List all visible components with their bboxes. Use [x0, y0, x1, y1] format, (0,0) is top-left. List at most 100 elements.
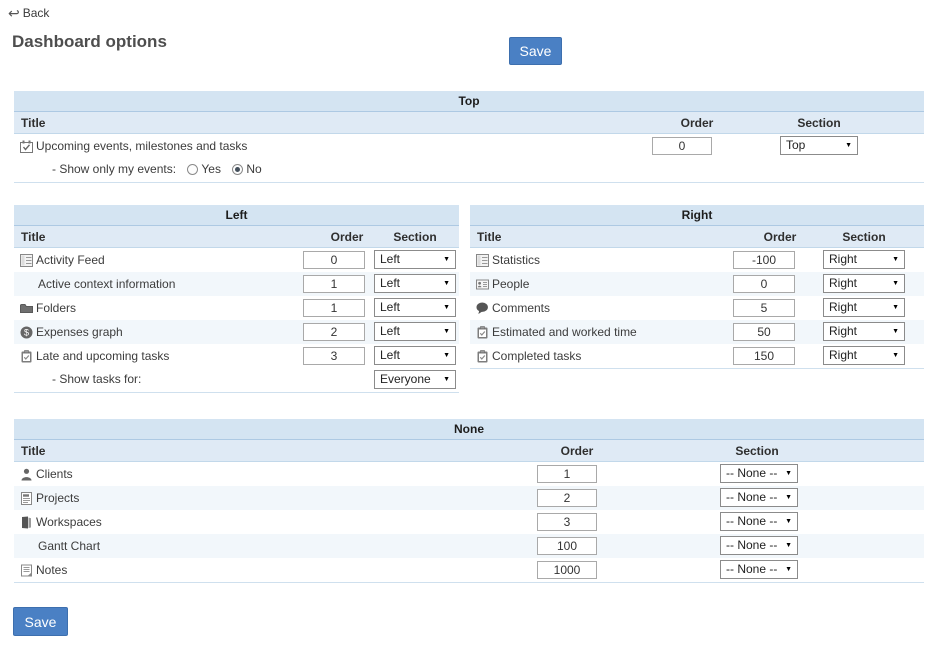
order-input[interactable]	[733, 251, 795, 269]
table-left: Left Title Order Section Activity Feed L…	[14, 205, 459, 393]
section-select[interactable]: Right ▼	[823, 346, 905, 365]
clipboard-check-icon	[477, 349, 488, 362]
order-input[interactable]	[303, 323, 365, 341]
section-select-value: Top	[786, 138, 806, 152]
column-title: Title	[477, 230, 502, 244]
section-select[interactable]: Left ▼	[374, 274, 456, 293]
chevron-down-icon: ▼	[443, 280, 450, 287]
show-tasks-for-value: Everyone	[380, 372, 431, 386]
widget-title: Projects	[36, 490, 80, 505]
widget-title: People	[492, 276, 530, 291]
section-select[interactable]: Left ▼	[374, 346, 456, 365]
radio-no[interactable]	[232, 164, 244, 175]
widget-title: Expenses graph	[36, 324, 123, 339]
section-select-value: Left	[380, 252, 401, 266]
section-select[interactable]: -- None -- ▼	[720, 488, 798, 507]
order-input[interactable]	[303, 251, 365, 269]
table-none: None Title Order Section Clients -- None…	[14, 419, 924, 583]
section-select[interactable]: Top ▼	[780, 136, 858, 155]
section-select-value: Right	[829, 348, 858, 362]
order-input[interactable]	[537, 465, 597, 483]
show-tasks-for-select[interactable]: Everyone ▼	[374, 370, 456, 389]
column-section: Section	[797, 116, 841, 130]
chevron-down-icon: ▼	[785, 470, 792, 477]
chevron-down-icon: ▼	[785, 494, 792, 501]
order-input[interactable]	[733, 347, 795, 365]
section-select[interactable]: -- None -- ▼	[720, 536, 798, 555]
table-row: Workspaces -- None -- ▼	[14, 510, 924, 534]
table-row: Comments Right ▼	[470, 296, 924, 320]
column-section: Section	[842, 230, 886, 244]
table-top-header: Top	[14, 91, 924, 112]
section-select[interactable]: -- None -- ▼	[720, 512, 798, 531]
widget-title: Late and upcoming tasks	[36, 348, 170, 363]
table-top: Top Title Order Section Upcoming events,…	[14, 91, 924, 183]
widget-title: Estimated and worked time	[492, 324, 637, 339]
table-right-header: Right	[470, 205, 924, 226]
widget-title: Notes	[36, 562, 68, 577]
column-title: Title	[21, 116, 46, 130]
section-select[interactable]: -- None -- ▼	[720, 560, 798, 579]
save-button-top[interactable]: Save	[509, 37, 562, 65]
order-input[interactable]	[537, 537, 597, 555]
chevron-down-icon: ▼	[892, 280, 899, 287]
table-left-column-header: Title Order Section	[14, 226, 459, 248]
dollar-icon: $	[20, 326, 33, 338]
section-select[interactable]: Right ▼	[823, 250, 905, 269]
column-section: Section	[393, 230, 437, 244]
section-select[interactable]: Left ▼	[374, 250, 456, 269]
order-input[interactable]	[537, 561, 597, 579]
chevron-down-icon: ▼	[785, 542, 792, 549]
section-select[interactable]: -- None -- ▼	[720, 464, 798, 483]
order-input[interactable]	[652, 137, 712, 155]
order-input[interactable]	[303, 299, 365, 317]
section-select[interactable]: Right ▼	[823, 274, 905, 293]
column-section: Section	[735, 444, 779, 458]
table-row: $ Expenses graph Left ▼	[14, 320, 459, 344]
people-card-icon	[476, 279, 489, 289]
statistics-icon	[476, 253, 489, 267]
widget-title: Clients	[36, 466, 73, 481]
order-input[interactable]	[303, 347, 365, 365]
section-select[interactable]: Left ▼	[374, 298, 456, 317]
section-select-value: -- None --	[726, 466, 778, 480]
section-select-value: Left	[380, 348, 401, 362]
radio-yes[interactable]	[187, 164, 199, 175]
order-input[interactable]	[303, 275, 365, 293]
table-row: Projects -- None -- ▼	[14, 486, 924, 510]
chevron-down-icon: ▼	[443, 328, 450, 335]
order-input[interactable]	[537, 513, 597, 531]
chevron-down-icon: ▼	[892, 304, 899, 311]
table-row: People Right ▼	[470, 272, 924, 296]
page-title: Dashboard options	[12, 32, 167, 51]
order-input[interactable]	[733, 275, 795, 293]
back-link[interactable]: ↩ Back	[8, 6, 49, 20]
column-order: Order	[763, 230, 797, 244]
table-row: Active context information Left ▼	[14, 272, 459, 296]
chevron-down-icon: ▼	[443, 352, 450, 359]
table-row: Activity Feed Left ▼	[14, 248, 459, 272]
section-select[interactable]: Left ▼	[374, 322, 456, 341]
order-input[interactable]	[733, 299, 795, 317]
section-select[interactable]: Right ▼	[823, 298, 905, 317]
chevron-down-icon: ▼	[785, 566, 792, 573]
save-button-bottom[interactable]: Save	[13, 607, 68, 636]
widget-title: Upcoming events, milestones and tasks	[36, 138, 248, 153]
note-icon	[21, 564, 32, 576]
section-select-value: -- None --	[726, 514, 778, 528]
order-input[interactable]	[537, 489, 597, 507]
activity-feed-icon	[20, 253, 33, 267]
section-select-value: -- None --	[726, 538, 778, 552]
section-select[interactable]: Right ▼	[823, 322, 905, 341]
table-row: Completed tasks Right ▼	[470, 344, 924, 368]
section-select-value: Left	[380, 324, 401, 338]
section-select-value: Left	[380, 300, 401, 314]
radio-no-label: No	[246, 162, 262, 176]
table-none-column-header: Title Order Section	[14, 440, 924, 462]
widget-title: Folders	[36, 300, 77, 315]
widget-title: Comments	[492, 300, 551, 315]
order-input[interactable]	[733, 323, 795, 341]
project-page-icon	[21, 491, 32, 505]
table-subrow: - Show only my events: Yes No	[14, 158, 924, 182]
